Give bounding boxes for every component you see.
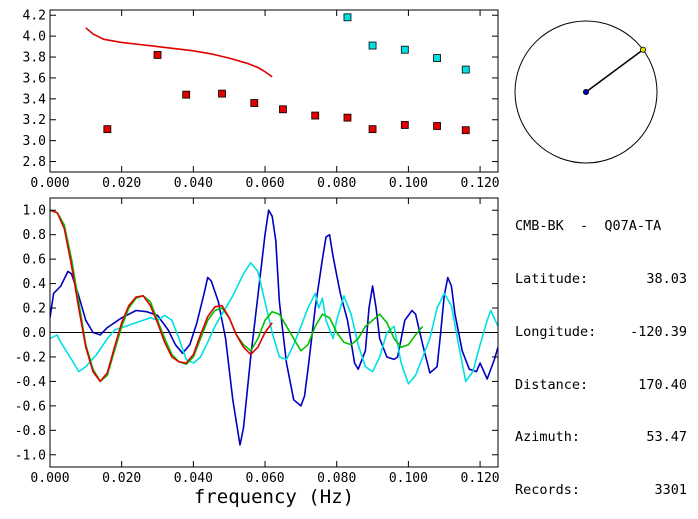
x-tick-label: 0.020	[102, 176, 141, 191]
velocity-marker-red	[400, 121, 409, 129]
y-tick-label: 0.2	[23, 302, 46, 317]
velocity-marker-red	[153, 51, 162, 59]
velocity-marker-cyan	[343, 13, 352, 22]
x-tick-label: 0.060	[245, 176, 284, 191]
velocity-marker-red	[461, 126, 470, 135]
info-row-longitude: Longitude: -120.39	[515, 324, 687, 342]
y-tick-label: 2.8	[23, 155, 46, 170]
y-tick-label: -0.6	[15, 399, 46, 414]
station-info-panel: CMB-BK - Q07A-TA Latitude: 38.03 Longitud…	[515, 183, 687, 517]
info-row-latitude: Latitude: 38.03	[515, 271, 687, 289]
velocity-marker-red	[103, 125, 112, 134]
x-tick-label: 0.080	[317, 471, 356, 486]
info-row-records: Records: 3301	[515, 482, 687, 500]
info-value: -120.39	[630, 323, 687, 340]
y-tick-label: -0.2	[15, 350, 46, 365]
info-label: Longitude:	[515, 323, 597, 340]
azimuth-line	[585, 49, 644, 93]
correlation-panel: 0.000 0.020 0.040 0.060 0.080 0.100 0.120 -1.0 -…	[15, 197, 500, 508]
y-tick-label: 4.2	[23, 9, 46, 24]
info-row-distance: Distance: 170.40	[515, 377, 687, 395]
compass-circle	[514, 20, 658, 164]
x-tick-label: 0.000	[30, 471, 69, 486]
x-tick-label: 0.060	[245, 471, 284, 486]
velocity-curve	[85, 27, 273, 78]
velocity-marker-red	[311, 111, 320, 120]
y-tick-label: 0.8	[23, 228, 46, 243]
y-tick-label: 3.2	[23, 113, 46, 128]
velocity-marker-red	[218, 89, 226, 98]
station-center-dot	[583, 89, 590, 96]
y-tick-label: -1.0	[15, 448, 46, 463]
info-label: Distance:	[515, 376, 589, 393]
velocity-marker-red	[182, 90, 191, 99]
y-tick-label: 3.8	[23, 51, 46, 66]
y-tick-label: 3.6	[23, 71, 46, 86]
x-tick-label: 0.120	[461, 176, 500, 191]
correlation-series-green	[50, 209, 424, 383]
y-tick-label: 3.4	[23, 92, 47, 107]
y-tick-label: 0.4	[23, 277, 47, 292]
x-axis-title: frequency (Hz)	[194, 486, 354, 508]
velocity-marker-cyan	[461, 65, 470, 74]
info-value: 3301	[654, 482, 687, 499]
x-tick-label: 0.020	[102, 471, 141, 486]
y-tick-label: 0.6	[23, 253, 46, 268]
velocity-panel: 0.000 0.020 0.040 0.060 0.080 0.100 0.120 2.8 3.…	[23, 9, 500, 191]
x-tick-label: 0.040	[174, 176, 213, 191]
velocity-marker-red	[250, 99, 259, 107]
velocity-marker-red	[279, 105, 287, 114]
velocity-marker-cyan	[368, 41, 377, 50]
info-value: 170.40	[638, 376, 687, 393]
y-tick-label: 3.0	[23, 134, 46, 149]
velocity-marker-red	[343, 113, 352, 122]
velocity-marker-red	[368, 125, 377, 134]
x-tick-label: 0.100	[389, 471, 428, 486]
y-tick-label: 1.0	[23, 204, 46, 219]
x-tick-label: 0.080	[317, 176, 356, 191]
velocity-marker-red	[433, 122, 441, 130]
azimuth-end-dot	[640, 46, 647, 53]
info-label: Latitude:	[515, 270, 589, 287]
info-label: Records:	[515, 482, 581, 499]
info-value: 53.47	[646, 429, 687, 446]
x-tick-label: 0.040	[174, 471, 213, 486]
y-tick-label: -0.4	[15, 375, 46, 390]
station-pair-title: CMB-BK - Q07A-TA	[515, 218, 662, 235]
x-tick-label: 0.000	[30, 176, 69, 191]
x-tick-label: 0.100	[389, 176, 428, 191]
info-value: 38.03	[646, 270, 687, 287]
azimuth-compass	[514, 20, 658, 164]
velocity-plot-frame	[49, 9, 499, 173]
correlation-series-cyan	[50, 262, 498, 385]
velocity-marker-cyan	[400, 45, 409, 54]
correlation-series-red	[50, 209, 273, 383]
y-tick-label: 0.0	[23, 326, 46, 341]
info-row-azimuth: Azimuth: 53.47	[515, 429, 687, 447]
velocity-marker-cyan	[433, 54, 441, 62]
correlation-series-blue	[50, 209, 498, 446]
y-tick-label: -0.8	[15, 424, 46, 439]
y-tick-label: 4.0	[23, 30, 46, 45]
x-tick-label: 0.120	[461, 471, 500, 486]
info-label: Azimuth:	[515, 429, 581, 446]
